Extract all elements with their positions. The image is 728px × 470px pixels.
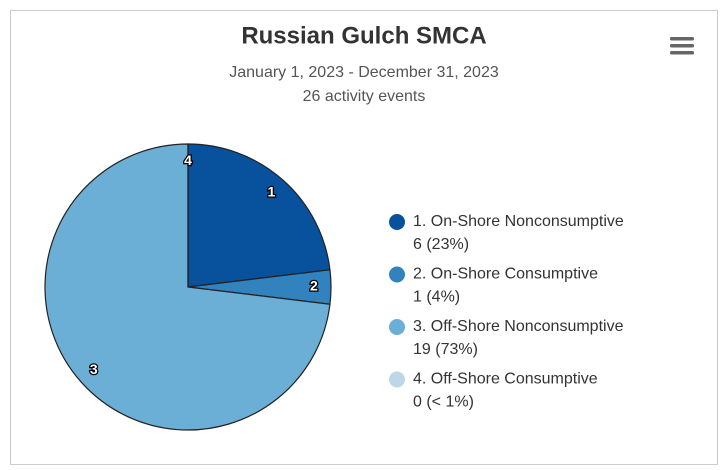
legend-value: 0 (< 1%): [413, 394, 474, 411]
legend-marker: [389, 266, 405, 283]
legend-value: 19 (73%): [413, 341, 478, 358]
chart-subtitle: January 1, 2023 - December 31, 2023: [229, 64, 499, 81]
legend-label: 2. On-Shore Consumptive: [413, 266, 598, 283]
legend-marker: [389, 319, 405, 335]
legend-marker: [389, 371, 405, 388]
pie-slice: [187, 143, 331, 288]
legend-label: 3. Off-Shore Nonconsumptive: [413, 318, 624, 335]
chart-title: Russian Gulch SMCA: [241, 22, 486, 49]
legend-label: 1. On-Shore Nonconsumptive: [413, 213, 624, 230]
slice-label: 2: [310, 278, 318, 294]
legend-value: 1 (4%): [413, 289, 460, 306]
legend-label: 4. Off-Shore Consumptive: [413, 371, 598, 388]
slice-label: 4: [184, 152, 192, 168]
chart-subtitle: 26 activity events: [303, 88, 426, 105]
slice-label: 3: [90, 361, 98, 377]
menu-button[interactable]: [670, 37, 694, 55]
slice-label: 1: [268, 184, 276, 200]
legend-value: 6 (23%): [413, 236, 469, 253]
legend-marker: [389, 214, 405, 230]
